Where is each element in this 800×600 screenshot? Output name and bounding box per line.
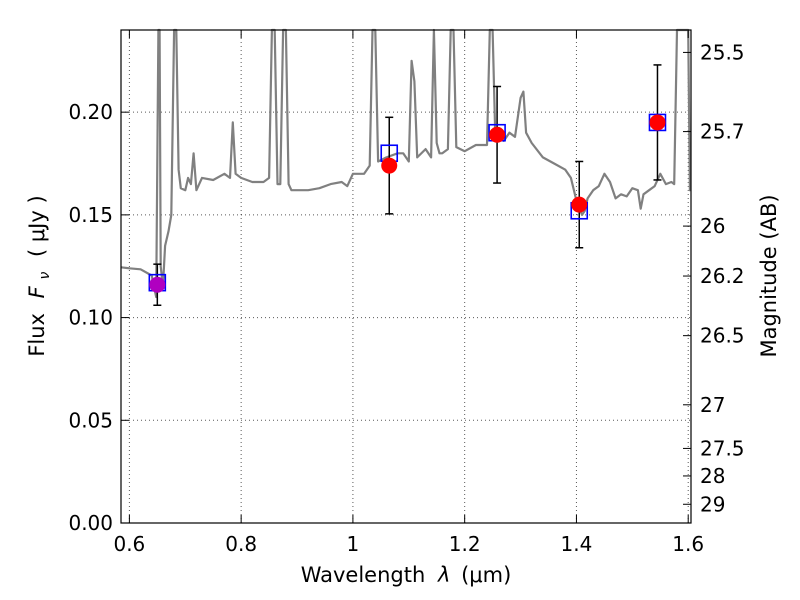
y-tick-label: 0.20 (68, 100, 113, 124)
y-axis-label: Flux F ν ( μJy ) (25, 195, 54, 356)
x-axis-ticks: 0.6 0.8 1 1.2 1.4 1.6 (113, 30, 704, 556)
spectrum-layer (120, 28, 692, 299)
observed-point (571, 196, 588, 213)
x-tick-label: 1.4 (561, 532, 593, 556)
model-photometry-markers (148, 113, 667, 292)
x-tick-label: 1.2 (449, 532, 481, 556)
y-tick-label: 0.10 (68, 306, 113, 330)
observed-point (149, 276, 166, 293)
right-tick-label: 25.5 (700, 40, 745, 64)
right-tick-label: 26.5 (700, 324, 745, 348)
y-tick-label: 0.00 (68, 511, 113, 535)
plot-frame (120, 29, 692, 524)
y-tick-label: 0.15 (68, 203, 113, 227)
right-tick-label: 29 (700, 492, 725, 516)
x-tick-label: 1.6 (672, 532, 704, 556)
right-tick-label: 28 (700, 464, 725, 488)
right-tick-label: 26.2 (700, 264, 745, 288)
grid-lines (121, 30, 691, 523)
x-tick-label: 1 (347, 532, 360, 556)
y-axis-ticks: 0.00 0.05 0.10 0.15 0.20 (68, 100, 129, 535)
right-tick-label: 27.5 (700, 436, 745, 460)
right-axis-label: Magnitude (AB) (757, 194, 781, 357)
x-tick-label: 0.8 (225, 532, 257, 556)
observed-point (649, 114, 666, 131)
y-tick-label: 0.05 (68, 408, 113, 432)
right-tick-label: 26 (700, 214, 725, 238)
error-bars (153, 64, 662, 307)
right-tick-label: 25.7 (700, 120, 745, 144)
observed-point (489, 126, 506, 143)
right-tick-label: 27 (700, 393, 725, 417)
observed-point (381, 157, 398, 174)
model-spectrum-line (120, 28, 692, 299)
x-axis-label: Wavelength λ (μm) (301, 563, 512, 587)
x-tick-label: 0.6 (113, 532, 145, 556)
observed-points (149, 114, 666, 293)
right-axis-ticks: 25.5 25.7 26 26.2 26.5 27 27.5 28 29 (683, 40, 745, 516)
